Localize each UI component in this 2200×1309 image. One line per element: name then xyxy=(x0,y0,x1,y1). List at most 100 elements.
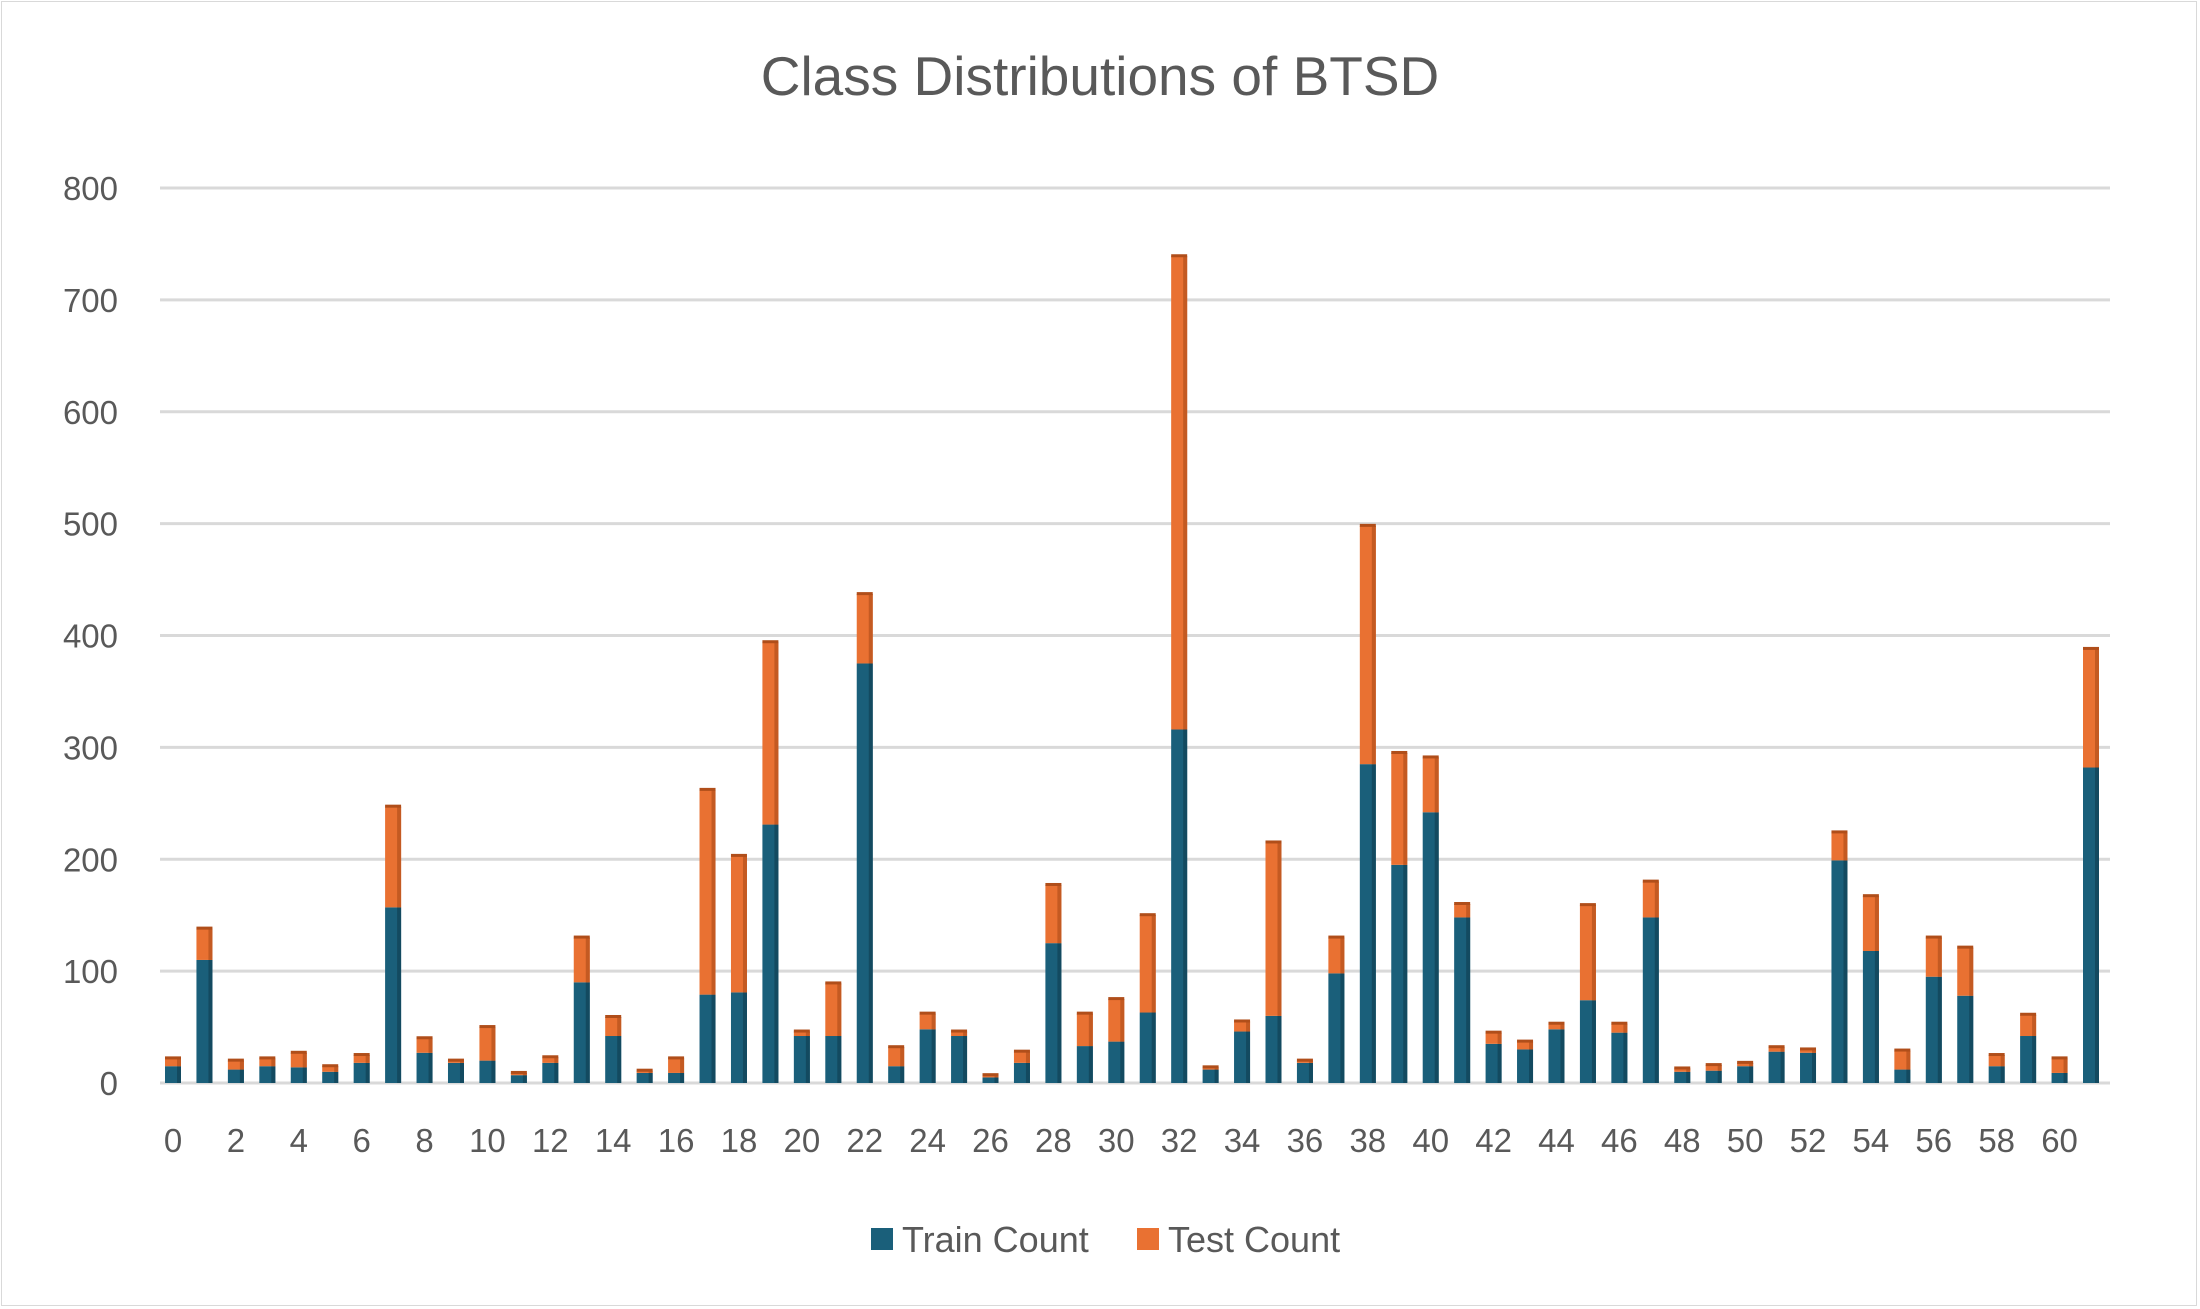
bar-test-15 xyxy=(636,1070,653,1073)
gridlines xyxy=(160,186,2110,1085)
x-tick-label: 52 xyxy=(1790,1122,1827,1159)
bar-train-shade-45 xyxy=(1591,1000,1596,1083)
bar-cap-27 xyxy=(1013,1049,1030,1053)
bar-test-shade-43 xyxy=(1529,1041,1534,1050)
bar-train-shade-8 xyxy=(428,1052,433,1083)
bar-test-34 xyxy=(1234,1021,1251,1032)
bar-cap-32 xyxy=(1171,254,1188,258)
bar-test-shade-30 xyxy=(1120,999,1125,1042)
bar-cap-20 xyxy=(793,1029,810,1033)
bar-test-shade-58 xyxy=(2000,1055,2005,1067)
bar-test-shade-13 xyxy=(585,937,590,983)
bar-test-49 xyxy=(1705,1065,1722,1071)
bar-train-shade-39 xyxy=(1403,864,1408,1083)
bar-train-shade-59 xyxy=(2032,1036,2037,1083)
bar-test-shade-55 xyxy=(1906,1050,1911,1070)
bar-test-shade-39 xyxy=(1403,752,1408,865)
bar-test-0 xyxy=(165,1058,181,1067)
bar-train-shade-35 xyxy=(1277,1015,1282,1083)
bar-cap-34 xyxy=(1234,1019,1251,1023)
bar-test-2 xyxy=(227,1060,244,1070)
bar-cap-37 xyxy=(1328,935,1345,939)
bar-cap-22 xyxy=(856,592,873,596)
bar-train-shade-23 xyxy=(900,1066,905,1083)
bar-train-60 xyxy=(2051,1072,2068,1083)
bar-test-shade-31 xyxy=(1151,915,1156,1013)
bar-test-shade-56 xyxy=(1937,937,1942,977)
bar-train-shade-31 xyxy=(1151,1012,1156,1083)
bar-cap-29 xyxy=(1076,1011,1093,1015)
bar-cap-35 xyxy=(1265,840,1282,844)
bar-cap-40 xyxy=(1422,755,1439,759)
bar-train-shade-55 xyxy=(1906,1069,1911,1083)
bar-test-shade-60 xyxy=(2063,1058,2068,1073)
bar-test-shade-29 xyxy=(1088,1013,1093,1047)
bar-train-shade-53 xyxy=(1843,860,1848,1083)
bar-train-shade-0 xyxy=(177,1066,181,1083)
bar-train-shade-22 xyxy=(868,663,873,1083)
bar-cap-52 xyxy=(1800,1047,1817,1051)
bar-train-5 xyxy=(322,1071,339,1083)
bar-test-shade-27 xyxy=(1025,1051,1030,1063)
bar-test-shade-53 xyxy=(1843,832,1848,861)
bar-cap-44 xyxy=(1548,1021,1565,1025)
bar-test-46 xyxy=(1611,1023,1628,1033)
bar-test-shade-48 xyxy=(1686,1068,1691,1072)
bar-cap-12 xyxy=(542,1055,559,1059)
x-tick-label: 8 xyxy=(415,1122,433,1159)
bar-cap-42 xyxy=(1485,1030,1502,1034)
bar-train-shade-47 xyxy=(1654,917,1659,1083)
y-tick-label: 200 xyxy=(63,841,118,878)
bar-test-shade-16 xyxy=(680,1058,685,1073)
x-tick-label: 50 xyxy=(1727,1122,1764,1159)
bar-train-shade-30 xyxy=(1120,1041,1125,1083)
bar-train-shade-46 xyxy=(1623,1032,1628,1083)
x-tick-label: 14 xyxy=(595,1122,632,1159)
bar-train-16 xyxy=(668,1072,685,1083)
bar-test-shade-28 xyxy=(1057,884,1062,944)
bar-cap-0 xyxy=(165,1056,181,1060)
bar-test-33 xyxy=(1202,1067,1219,1070)
bar-test-3 xyxy=(259,1058,276,1067)
x-tick-label: 6 xyxy=(352,1122,370,1159)
bar-train-26 xyxy=(982,1077,999,1083)
bar-train-shade-52 xyxy=(1812,1052,1817,1083)
bar-test-shade-7 xyxy=(397,806,402,908)
bar-test-shade-40 xyxy=(1434,757,1439,813)
bar-cap-55 xyxy=(1894,1048,1911,1052)
bar-train-shade-32 xyxy=(1183,729,1188,1083)
bar-cap-53 xyxy=(1831,830,1848,834)
bar-train-shade-1 xyxy=(208,959,213,1083)
bar-test-shade-24 xyxy=(931,1013,936,1030)
bar-cap-36 xyxy=(1296,1058,1313,1062)
bar-test-shade-17 xyxy=(711,789,716,995)
bar-test-shade-15 xyxy=(648,1070,653,1073)
bar-train-shade-17 xyxy=(711,994,716,1083)
bar-train-shade-40 xyxy=(1434,812,1439,1083)
x-tick-label: 46 xyxy=(1601,1122,1638,1159)
bar-cap-10 xyxy=(479,1025,496,1029)
x-tick-label: 34 xyxy=(1224,1122,1261,1159)
bar-test-shade-6 xyxy=(365,1055,370,1063)
bar-test-shade-51 xyxy=(1780,1047,1785,1052)
bar-cap-6 xyxy=(353,1053,370,1057)
bar-cap-16 xyxy=(668,1056,685,1060)
x-tick-label: 30 xyxy=(1098,1122,1135,1159)
bar-cap-2 xyxy=(227,1058,244,1062)
bar-test-shade-42 xyxy=(1497,1032,1502,1044)
bar-train-shade-7 xyxy=(397,907,402,1083)
bar-cap-28 xyxy=(1045,882,1062,886)
bar-cap-1 xyxy=(196,926,213,930)
bar-train-shade-4 xyxy=(302,1067,307,1083)
bar-train-shade-18 xyxy=(742,992,747,1083)
x-tick-label: 20 xyxy=(783,1122,820,1159)
x-tick-label: 10 xyxy=(469,1122,506,1159)
legend: Train Count Test Count xyxy=(871,1219,1340,1260)
bar-test-shade-32 xyxy=(1183,256,1188,730)
bar-train-shade-34 xyxy=(1246,1031,1251,1083)
bar-cap-13 xyxy=(573,935,590,939)
bar-test-58 xyxy=(1988,1055,2005,1067)
bar-cap-17 xyxy=(699,787,716,791)
bar-cap-60 xyxy=(2051,1056,2068,1060)
